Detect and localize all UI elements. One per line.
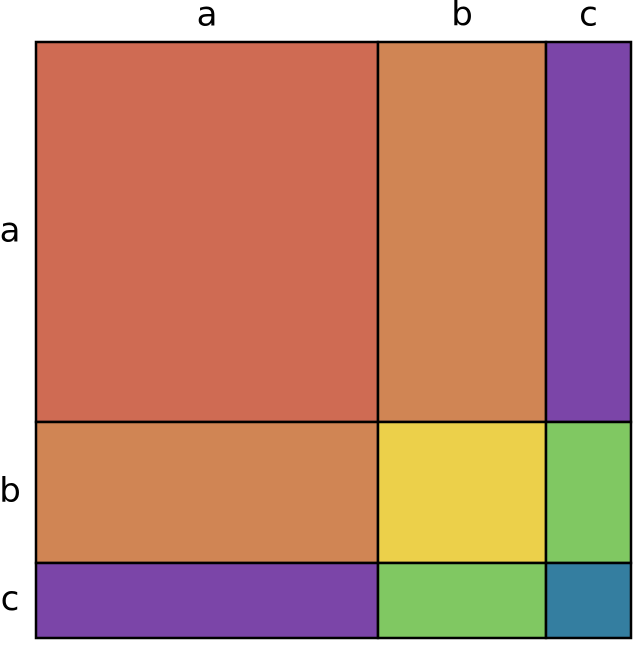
cell [34,420,380,565]
cell [544,561,633,640]
cell [376,420,548,565]
cell [544,420,633,565]
row-label: c [1,579,20,619]
cell [544,40,633,424]
cell [34,40,380,424]
cell [376,40,548,424]
cell [34,561,380,640]
cell [376,561,548,640]
column-label: c [579,0,598,35]
row-label: a [0,211,20,251]
column-label: b [451,0,473,35]
row-label: b [0,471,21,511]
column-label: a [197,0,218,35]
